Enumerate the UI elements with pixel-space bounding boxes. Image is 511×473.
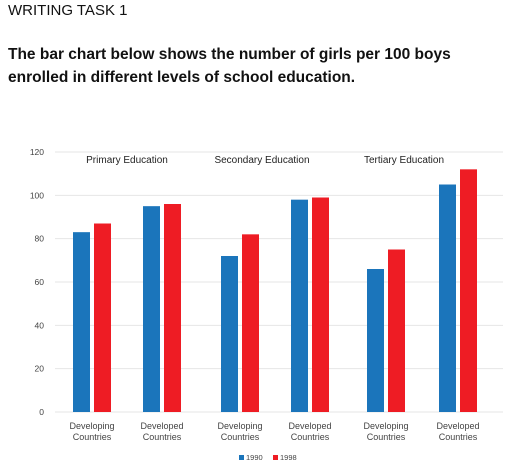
bar-1998-5 — [388, 249, 405, 412]
y-tick-label: 120 — [30, 147, 44, 157]
bar-1990-4 — [291, 199, 308, 412]
bar-1998-4 — [312, 197, 329, 412]
bar-1990-1 — [73, 232, 90, 412]
bar-1998-2 — [164, 204, 181, 412]
bar-1990-5 — [367, 269, 384, 412]
group-label: Tertiary Education — [364, 155, 444, 166]
grid-lines — [55, 151, 503, 413]
legend-swatch-1998 — [273, 455, 278, 460]
task-title: WRITING TASK 1 — [8, 2, 128, 19]
task-prompt: The bar chart below shows the number of … — [8, 46, 451, 86]
bar-1990-3 — [221, 256, 238, 412]
category-label: Developed Countries — [436, 421, 479, 442]
bar-1998-3 — [242, 234, 259, 412]
category-label: Developing Countries — [363, 421, 408, 442]
y-tick-label: 40 — [35, 320, 45, 330]
group-label: Secondary Education — [214, 155, 309, 166]
legend-label: 1990 — [246, 453, 263, 462]
labels: 0 20 40 60 80 100 120 Developing Countries Develo… — [30, 147, 480, 462]
y-tick-label: 0 — [39, 407, 44, 417]
legend-label: 1998 — [280, 453, 297, 462]
bar-1998-1 — [94, 223, 111, 412]
bar-1998-6 — [460, 169, 477, 412]
y-tick-label: 80 — [35, 234, 45, 244]
category-label: Developed Countries — [140, 421, 183, 442]
bars — [73, 169, 477, 412]
bar-1990-2 — [143, 206, 160, 412]
y-tick-label: 100 — [30, 190, 44, 200]
y-tick-label: 60 — [35, 277, 45, 287]
legend-swatch-1990 — [239, 455, 244, 460]
category-label: Developed Countries — [288, 421, 331, 442]
category-label: Developing Countries — [69, 421, 114, 442]
group-label: Primary Education — [86, 155, 168, 166]
bar-1990-6 — [439, 184, 456, 412]
y-tick-label: 20 — [35, 364, 45, 374]
category-label: Developing Countries — [217, 421, 262, 442]
